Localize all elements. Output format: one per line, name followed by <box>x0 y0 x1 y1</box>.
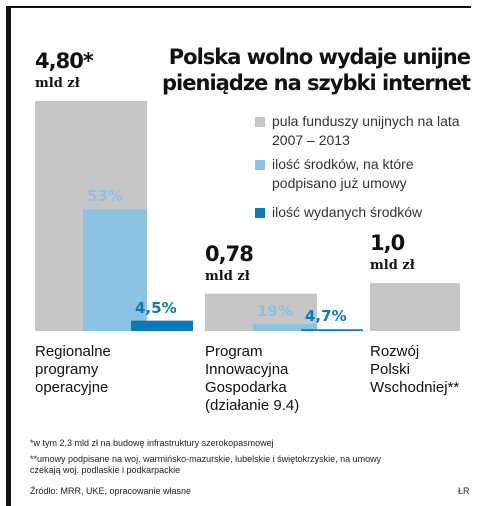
bar <box>370 283 460 331</box>
category-label: Regionalne programy operacyjne <box>35 343 111 396</box>
credit: ŁR <box>458 486 470 496</box>
legend-label: ilość środków, na które podpisano już um… <box>272 156 414 191</box>
unit-label: mld zł <box>205 268 250 284</box>
legend-swatch <box>255 160 265 170</box>
category-label: Rozwój Polski Wschodniej** <box>370 343 460 396</box>
value-label: 0,78 <box>205 241 254 266</box>
category-label: Program Innowacyjna Gospodarka (działani… <box>205 343 300 414</box>
frame-top <box>6 6 471 8</box>
legend-label: ilość wydanych środków <box>272 204 423 220</box>
value-label: 4,80* <box>35 49 94 73</box>
unit-label: mld zł <box>35 76 80 91</box>
source: Źródło: MRR, UKE, opracowanie własne <box>30 486 192 496</box>
bar <box>83 209 147 331</box>
legend-swatch <box>255 117 265 127</box>
bar <box>253 323 317 331</box>
value-label: 19% <box>257 301 293 320</box>
legend-label: pula funduszy unijnych na lata 2007 – 20… <box>272 113 460 148</box>
frame-left <box>6 6 11 506</box>
value-label: 4,7% <box>305 307 347 326</box>
bar <box>131 320 193 331</box>
footnote: **umowy podpisane na woj. warmińsko-mazu… <box>30 454 382 475</box>
footnote: *w tym 2,3 mld zł na budowę infrastruktu… <box>30 438 274 448</box>
value-label: 1,0 <box>370 231 405 256</box>
value-label: 4,5% <box>135 298 177 317</box>
bar <box>301 329 363 331</box>
unit-label: mld zł <box>370 258 415 274</box>
legend-swatch <box>255 208 265 218</box>
chart-title: Polska wolno wydaje unijne pieniądze na … <box>162 45 471 95</box>
value-label: 53% <box>87 187 123 206</box>
